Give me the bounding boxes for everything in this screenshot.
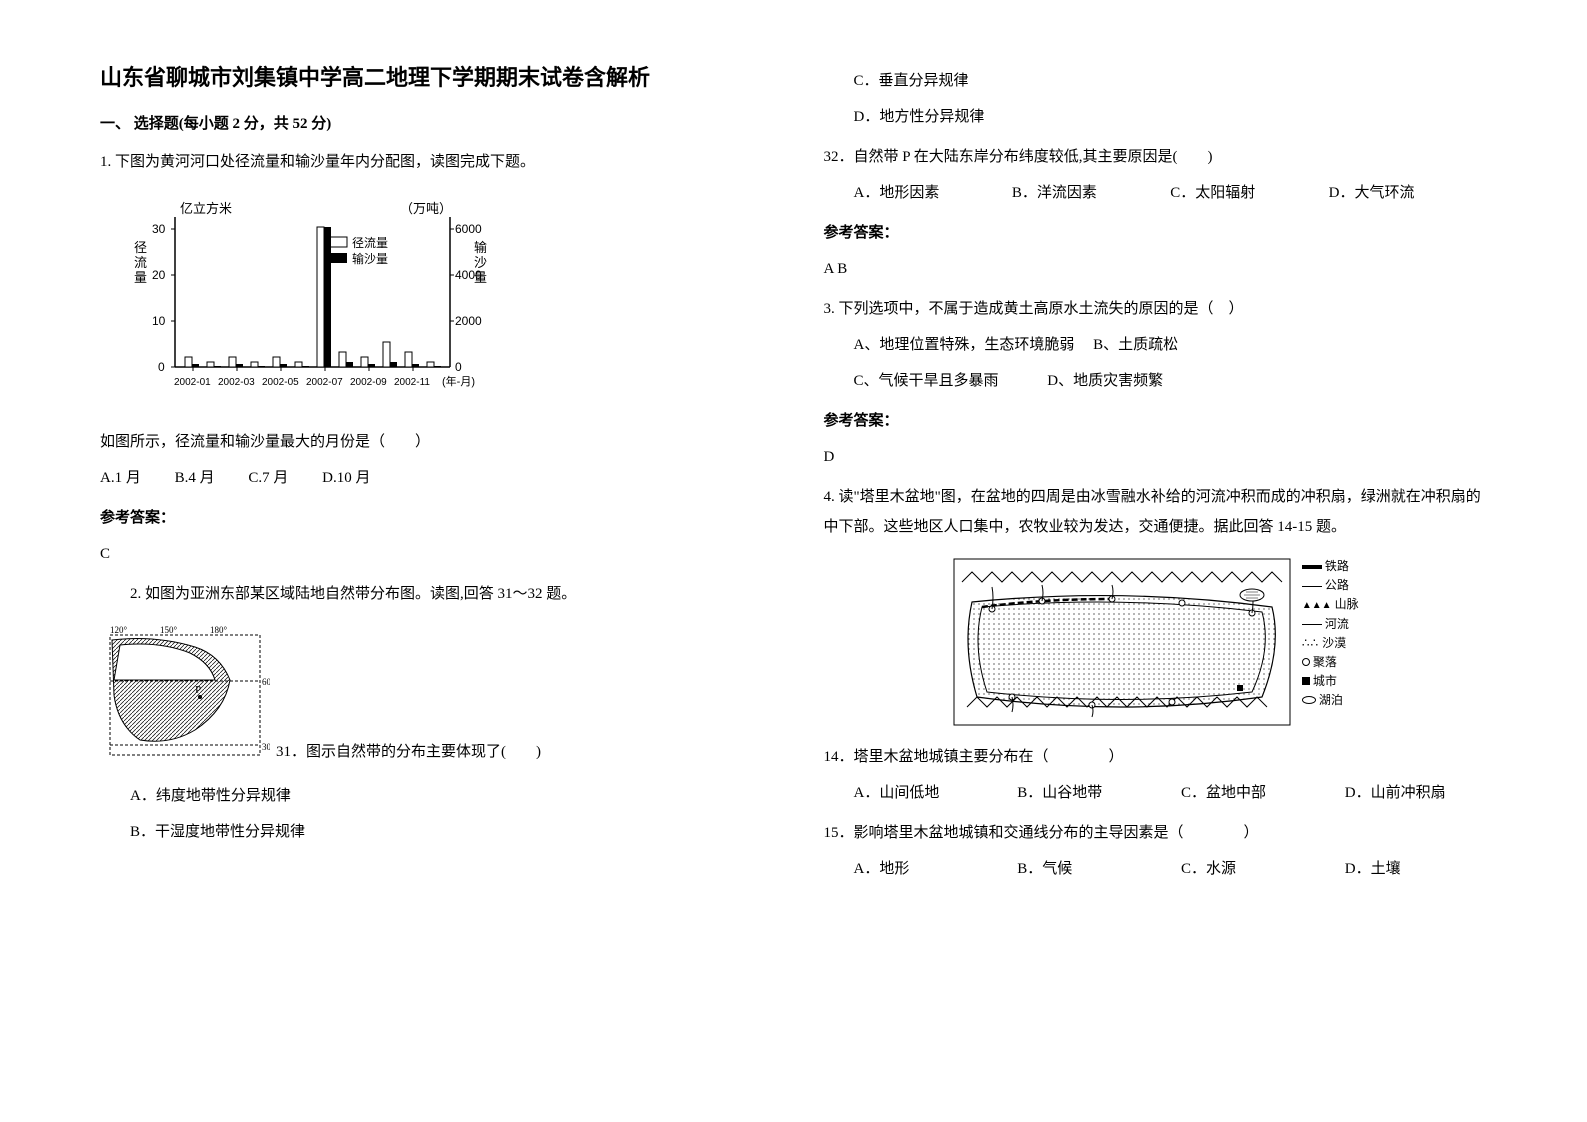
left-axis-label-2: 流: [134, 255, 147, 270]
p-label: P: [195, 684, 201, 696]
right-unit: （万吨）: [400, 201, 452, 216]
q2-sub31: 31．图示自然带的分布主要体现了( ): [276, 737, 541, 767]
q3-b: B、土质疏松: [1093, 337, 1178, 353]
right-axis-label-2: 沙: [474, 255, 487, 270]
q4-14-b: B．山谷地带: [1017, 778, 1177, 808]
svg-text:20: 20: [152, 268, 166, 282]
q1-ans: C: [100, 539, 764, 569]
svg-text:30°: 30°: [262, 742, 270, 752]
q1-opt-b: B.4 月: [175, 463, 215, 493]
q4-14-d: D．山前冲积扇: [1345, 778, 1446, 808]
section-head: 一、 选择题(每小题 2 分，共 52 分): [100, 112, 764, 133]
left-column: 山东省聊城市刘集镇中学高二地理下学期期末试卷含解析 一、 选择题(每小题 2 分…: [100, 60, 764, 1062]
svg-text:径流量: 径流量: [352, 236, 388, 250]
q1-opt-c: C.7 月: [248, 463, 288, 493]
q3-c: C、气候干旱且多暴雨: [854, 373, 999, 389]
q3-ans: D: [824, 442, 1488, 472]
q1-stem: 1. 下图为黄河河口处径流量和输沙量年内分配图，读图完成下题。: [100, 147, 764, 177]
q2-map: 120° 150° 180° 60° 30° P: [100, 625, 270, 765]
left-unit: 亿立方米: [180, 201, 232, 216]
svg-text:2002-01: 2002-01: [174, 377, 211, 388]
svg-text:2000: 2000: [455, 314, 482, 328]
q4-stem: 4. 读"塔里木盆地"图，在盆地的四周是由冰雪融水补给的河流冲积而成的冲积扇，绿…: [824, 482, 1488, 542]
legend-settle: 聚落: [1302, 653, 1359, 672]
q3-row2: C、气候干旱且多暴雨 D、地质灾害频繁: [824, 366, 1488, 396]
svg-text:0: 0: [455, 360, 462, 374]
q3-a: A、地理位置特殊，生态环境脆弱: [854, 337, 1075, 353]
q2-31-d: D．地方性分异规律: [824, 102, 1488, 132]
left-axis-label-1: 径: [134, 240, 147, 255]
svg-text:60°: 60°: [262, 677, 270, 687]
svg-text:2002-05: 2002-05: [262, 377, 299, 388]
q3-stem: 3. 下列选项中，不属于造成黄土高原水土流失的原因的是（ ）: [824, 294, 1488, 324]
q3-row1: A、地理位置特殊，生态环境脆弱 B、土质疏松: [824, 330, 1488, 360]
q4-sub14: 14．塔里木盆地城镇主要分布在（ ）: [824, 742, 1488, 772]
q2-32-c: C．太阳辐射: [1170, 178, 1328, 208]
q4-14-c: C．盆地中部: [1181, 778, 1341, 808]
left-axis-label-3: 量: [134, 270, 147, 285]
legend-road: 公路: [1302, 576, 1359, 595]
basin: [968, 596, 1275, 707]
q2-31-c: C．垂直分异规律: [824, 66, 1488, 96]
svg-text:2002-09: 2002-09: [350, 377, 387, 388]
q2-ans: A B: [824, 254, 1488, 284]
x-labels: 2002-01 2002-03 2002-05 2002-07 2002-09 …: [174, 374, 475, 388]
svg-text:2002-03: 2002-03: [218, 377, 255, 388]
legend-river: 河流: [1302, 615, 1359, 634]
q4-sub15: 15．影响塔里木盆地城镇和交通线分布的主导因素是（ ）: [824, 818, 1488, 848]
q2-32-d: D．大气环流: [1329, 178, 1487, 208]
legend-city: 城市: [1302, 672, 1359, 691]
q4-14-opts: A．山间低地 B．山谷地带 C．盆地中部 D．山前冲积扇: [824, 778, 1488, 808]
q3-d: D、地质灾害频繁: [1047, 373, 1163, 389]
q1-opt-a: A.1 月: [100, 463, 141, 493]
q4-15-b: B．气候: [1017, 854, 1177, 884]
q4-14-a: A．山间低地: [854, 778, 1014, 808]
doc-title: 山东省聊城市刘集镇中学高二地理下学期期末试卷含解析: [100, 60, 764, 92]
chart-bg: [130, 197, 490, 407]
q1-chart: 0 10 20 30 0 2000 4000 6000 亿立方米 （: [130, 197, 490, 407]
q4-15-d: D．土壤: [1345, 854, 1401, 884]
svg-text:6000: 6000: [455, 222, 482, 236]
q4-map: 铁路 公路 ▲▲▲ 山脉 河流 ∴∴ 沙漠 聚落 城市 湖泊: [935, 557, 1375, 727]
q2-sub32: 32．自然带 P 在大陆东岸分布纬度较低,其主要原因是( ): [824, 142, 1488, 172]
right-column: C．垂直分异规律 D．地方性分异规律 32．自然带 P 在大陆东岸分布纬度较低,…: [824, 60, 1488, 1062]
q2-ans-head: 参考答案：: [824, 218, 1488, 248]
q4-15-c: C．水源: [1181, 854, 1341, 884]
q4-legend: 铁路 公路 ▲▲▲ 山脉 河流 ∴∴ 沙漠 聚落 城市 湖泊: [1302, 557, 1359, 727]
q4-15-opts: A．地形 B．气候 C．水源 D．土壤: [824, 854, 1488, 884]
q2-32-a: A．地形因素: [854, 178, 1012, 208]
svg-text:30: 30: [152, 222, 166, 236]
q1-options: A.1 月 B.4 月 C.7 月 D.10 月: [100, 463, 764, 493]
legend-lake: 湖泊: [1302, 691, 1359, 710]
svg-text:120°: 120°: [110, 625, 128, 635]
legend-mtn: ▲▲▲ 山脉: [1302, 595, 1359, 614]
q2-stem: 2. 如图为亚洲东部某区域陆地自然带分布图。读图,回答 31～32 题。: [100, 579, 764, 609]
svg-text:10: 10: [152, 314, 166, 328]
p-dot: [198, 695, 202, 699]
svg-text:0: 0: [158, 360, 165, 374]
q2-31-b: B．干湿度地带性分异规律: [100, 817, 764, 847]
svg-text:输沙量: 输沙量: [352, 251, 388, 266]
svg-text:180°: 180°: [210, 625, 228, 635]
right-axis-label-1: 输: [474, 240, 487, 255]
q4-15-a: A．地形: [854, 854, 1014, 884]
q1-ans-head: 参考答案：: [100, 503, 764, 533]
right-axis-label-3: 量: [474, 270, 487, 285]
q2-32-b: B．洋流因素: [1012, 178, 1170, 208]
q2-32-opts: A．地形因素 B．洋流因素 C．太阳辐射 D．大气环流: [824, 178, 1488, 208]
svg-text:150°: 150°: [160, 625, 178, 635]
svg-text:2002-07: 2002-07: [306, 377, 343, 388]
q3-ans-head: 参考答案：: [824, 406, 1488, 436]
legend-desert: ∴∴ 沙漠: [1302, 634, 1359, 653]
svg-text:2002-11: 2002-11: [394, 377, 430, 388]
legend-rail: 铁路: [1302, 557, 1359, 576]
svg-text:(年-月): (年-月): [442, 374, 475, 388]
q2-31-a: A．纬度地带性分异规律: [100, 781, 764, 811]
q1-prompt: 如图所示，径流量和输沙量最大的月份是（ ）: [100, 427, 764, 457]
q1-opt-d: D.10 月: [322, 463, 370, 493]
